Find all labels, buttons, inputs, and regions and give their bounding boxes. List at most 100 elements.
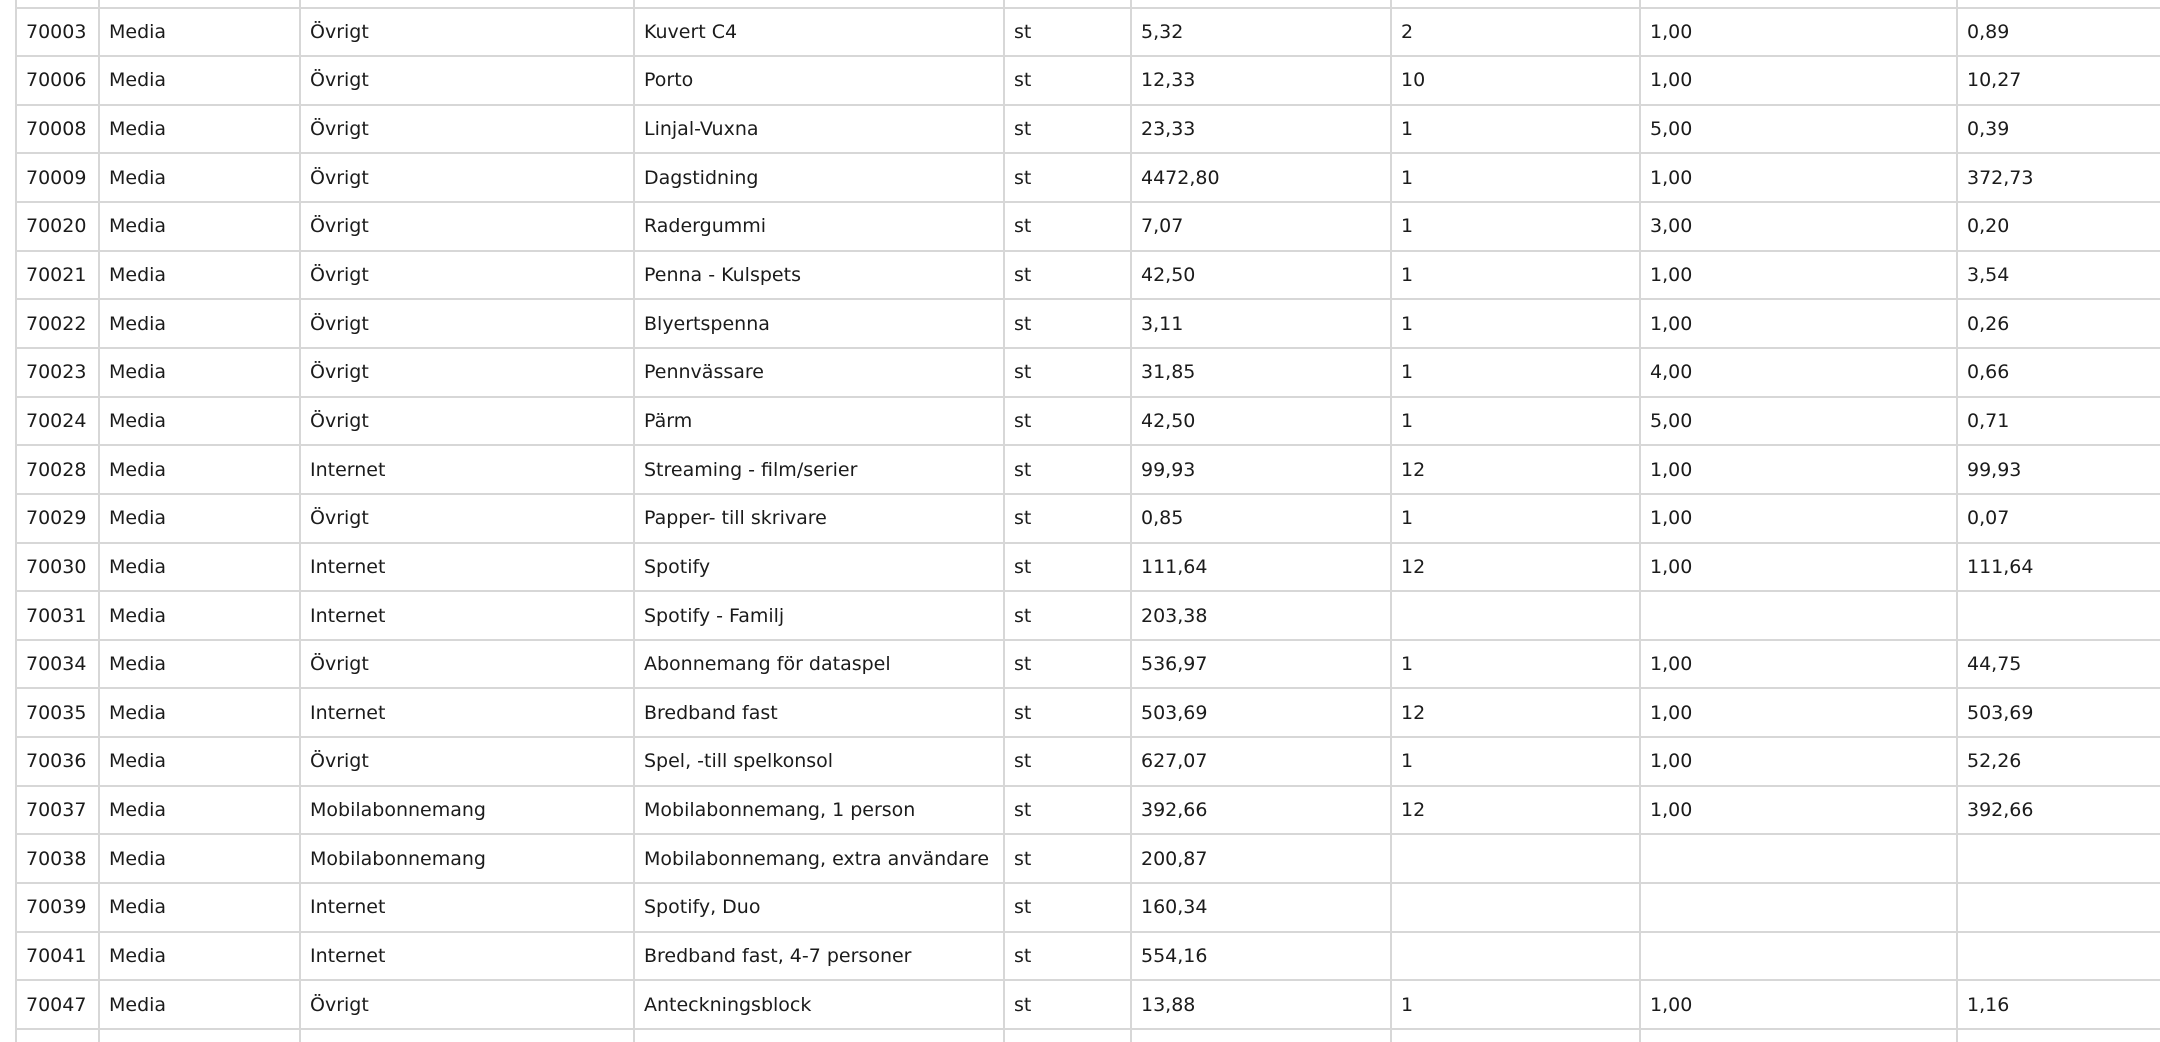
cell-category: Media xyxy=(100,981,301,1028)
cell-factor: 1,00 xyxy=(1641,57,1958,104)
cell-value: 44,75 xyxy=(1967,653,2022,676)
cell-category: Media xyxy=(100,932,301,980)
cell-id: 70021 xyxy=(17,251,100,299)
table-row[interactable]: 70039 Media Internet Spotify, Duo st 160… xyxy=(17,884,2160,933)
cell-factor: 1,00 xyxy=(1641,543,1958,591)
cell-id xyxy=(17,0,100,7)
cell-id: 70020 xyxy=(17,203,100,250)
cell-id: 70009 xyxy=(17,154,100,202)
table-row[interactable]: 70031 Media Internet Spotify - Familj st… xyxy=(17,592,2160,641)
cell-subcategory xyxy=(301,1029,635,1042)
table-row[interactable]: 70009 Media Övrigt Dagstidning st 4472,8… xyxy=(17,154,2160,204)
cell-factor: 3,00 xyxy=(1641,203,1958,250)
cell-price: 12,33 xyxy=(1132,57,1392,104)
table-row[interactable]: 70008 Media Övrigt Linjal-Vuxna st 23,33… xyxy=(17,105,2160,155)
table-row[interactable]: 70034 Media Övrigt Abonnemang för datasp… xyxy=(17,640,2160,690)
cell-factor: 1,00 xyxy=(1641,446,1958,493)
cell-id: 70047 xyxy=(17,981,100,1028)
table-row[interactable]: 70023 Media Övrigt Pennvässare st 31,85 … xyxy=(17,348,2160,398)
cell-quantity xyxy=(1392,884,1641,931)
table-row[interactable]: 70003 Media Övrigt Kuvert C4 st 5,32 2 1… xyxy=(17,8,2160,58)
table-row[interactable]: 70038 Media Mobilabonnemang Mobilabonnem… xyxy=(17,835,2160,885)
cell-unit: st xyxy=(1005,981,1132,1028)
cell-subcategory: Internet xyxy=(301,884,635,931)
cell-quantity: 10 xyxy=(1392,57,1641,104)
cell-value xyxy=(1958,835,2160,882)
cell-id: 70022 xyxy=(17,300,100,347)
cell-value: 99,93 xyxy=(1967,458,2022,481)
cell-price: 3,11 xyxy=(1132,300,1392,347)
cell-unit: st xyxy=(1005,592,1132,639)
cell-product: Spotify, Duo xyxy=(635,884,1005,931)
table-row[interactable]: 70021 Media Övrigt Penna - Kulspets st 4… xyxy=(17,251,2160,301)
cell-value: 10,27 xyxy=(1967,69,2022,92)
table-row[interactable]: 70006 Media Övrigt Porto st 12,33 10 1,0… xyxy=(17,57,2160,106)
cell-subcategory: Mobilabonnemang xyxy=(301,835,635,883)
cell-factor xyxy=(1641,835,1958,883)
cell-subcategory: Övrigt xyxy=(301,105,635,153)
table-row[interactable]: 70047 Media Övrigt Anteckningsblock st 1… xyxy=(17,981,2160,1030)
cell-category: Media xyxy=(100,57,301,104)
cell-quantity: 12 xyxy=(1392,446,1641,493)
cell-unit: st xyxy=(1005,786,1132,834)
cell-category: Media xyxy=(100,689,301,737)
cell-id: 70038 xyxy=(17,835,100,883)
cell-quantity: 1 xyxy=(1392,738,1641,785)
table-row[interactable]: 70022 Media Övrigt Blyertspenna st 3,11 … xyxy=(17,300,2160,349)
cell-subcategory: Övrigt xyxy=(301,640,635,688)
cell-value: 111,64 xyxy=(1967,555,2034,578)
cell-value: 0,07 xyxy=(1967,507,2010,530)
cell-id: 70003 xyxy=(17,8,100,56)
cell-subcategory: Övrigt xyxy=(301,300,635,347)
table-row[interactable]: 70037 Media Mobilabonnemang Mobilabonnem… xyxy=(17,786,2160,836)
cell-id xyxy=(17,1029,100,1042)
table-row[interactable]: 70041 Media Internet Bredband fast, 4-7 … xyxy=(17,932,2160,982)
cell-unit: st xyxy=(1005,300,1132,347)
cell-subcategory: Internet xyxy=(301,446,635,493)
cell-quantity: 1 xyxy=(1392,640,1641,688)
table-row[interactable]: 70035 Media Internet Bredband fast st 50… xyxy=(17,689,2160,739)
cell-factor: 1,00 xyxy=(1641,154,1958,202)
cell-unit: st xyxy=(1005,932,1132,980)
cell-subcategory: Övrigt xyxy=(301,203,635,250)
cell-quantity xyxy=(1392,835,1641,883)
cell-value: 0,71 xyxy=(1967,409,2010,432)
table-row[interactable]: 70024 Media Övrigt Pärm st 42,50 1 5,00 … xyxy=(17,397,2160,447)
cell-id: 70023 xyxy=(17,348,100,396)
table-row[interactable]: 70020 Media Övrigt Radergummi st 7,07 1 … xyxy=(17,203,2160,252)
cell-subcategory: Övrigt xyxy=(301,8,635,56)
cell-quantity: 1 xyxy=(1392,203,1641,250)
cell-quantity: 12 xyxy=(1392,786,1641,834)
cell-subcategory: Övrigt xyxy=(301,738,635,785)
cell-value xyxy=(1958,1030,2160,1042)
cell-quantity: 1 xyxy=(1392,251,1641,299)
cell-quantity: 1 xyxy=(1392,494,1641,542)
table-row[interactable]: 70029 Media Övrigt Papper- till skrivare… xyxy=(17,494,2160,544)
cell-product: Spel, -till spelkonsol xyxy=(635,738,1005,785)
cell-product: Bredband fast xyxy=(635,689,1005,737)
cell-value: 392,66 xyxy=(1967,799,2034,822)
cell-unit: st xyxy=(1005,689,1132,737)
cell-unit: st xyxy=(1005,543,1132,591)
cell-quantity xyxy=(1392,592,1641,639)
cell-category: Media xyxy=(100,786,301,834)
cell-product: Streaming - film/serier xyxy=(635,446,1005,493)
cell-product: Penna - Kulspets xyxy=(635,251,1005,299)
cell-factor: 1,00 xyxy=(1641,494,1958,542)
cell-product: Mobilabonnemang, 1 person xyxy=(635,786,1005,834)
cell-unit: st xyxy=(1005,640,1132,688)
cell-category: Media xyxy=(100,835,301,883)
cell-price: 536,97 xyxy=(1132,640,1392,688)
cell-quantity: 1 xyxy=(1392,348,1641,396)
table-row[interactable]: 70030 Media Internet Spotify st 111,64 1… xyxy=(17,543,2160,593)
table-row[interactable]: 70036 Media Övrigt Spel, -till spelkonso… xyxy=(17,738,2160,787)
cell-unit: st xyxy=(1005,835,1132,883)
cell-price: 42,50 xyxy=(1132,251,1392,299)
cell-id: 70028 xyxy=(17,446,100,493)
cell-id: 70006 xyxy=(17,57,100,104)
cell-unit: st xyxy=(1005,251,1132,299)
cell-unit: st xyxy=(1005,884,1132,931)
cell-category: Media xyxy=(100,397,301,445)
table-row[interactable]: 70028 Media Internet Streaming - film/se… xyxy=(17,446,2160,495)
cell-unit: st xyxy=(1005,446,1132,493)
